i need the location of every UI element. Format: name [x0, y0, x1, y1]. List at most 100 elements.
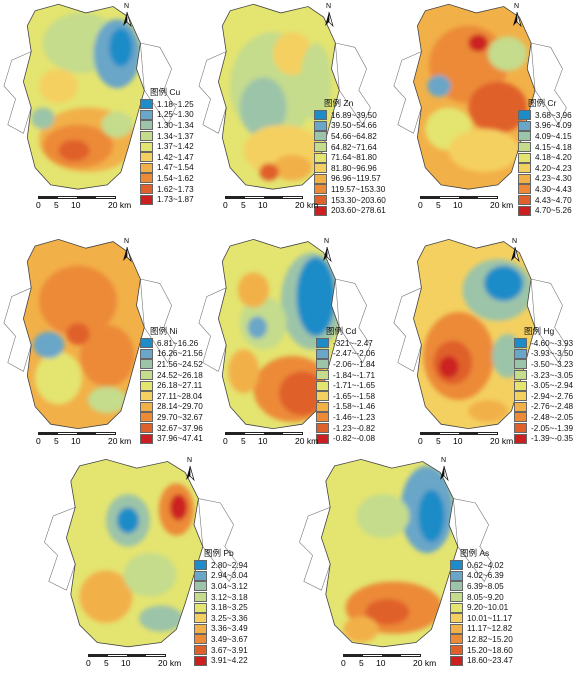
north-arrow-icon: N: [437, 457, 451, 482]
legend-row: 3.25~3.36: [194, 613, 248, 624]
legend-range-label: -321~-2.47: [333, 338, 373, 348]
scale-label: 5: [241, 200, 246, 210]
neighbor-boundary: [140, 42, 176, 126]
north-arrow-icon: N: [183, 457, 197, 482]
map-panel-cu: [0, 0, 195, 215]
legend-element: Cu: [167, 87, 181, 97]
legend-word: 图例: [528, 98, 546, 108]
legend-zn: 图例 Zn 16.89~39.50 39.50~54.66 54.66~64.82 64…: [314, 97, 386, 216]
legend-word: 图例: [326, 326, 344, 336]
legend-range-label: 3.04~3.12: [211, 581, 248, 591]
legend-swatch: [514, 391, 527, 402]
concentration-zone: [278, 371, 326, 416]
legend-range-label: 4.15~4.18: [535, 142, 572, 152]
scale-bar-graphic: [225, 432, 303, 435]
legend-swatch: [314, 131, 327, 142]
legend-row: -1.23~-0.82: [316, 423, 375, 434]
legend-row: 2.80~2.94: [194, 560, 248, 571]
legend-swatch: [314, 120, 327, 131]
legend-swatch: [314, 195, 327, 206]
legend-row: 4.02~6.39: [450, 570, 513, 582]
legend-range-label: 8.05~9.20: [467, 592, 504, 602]
concentration-zone: [109, 27, 133, 67]
concentration-zone: [33, 331, 65, 359]
concentration-zone: [448, 129, 520, 172]
scale-label: 20 km: [295, 200, 319, 210]
scale-label: 10: [71, 200, 81, 210]
legend-swatch: [518, 173, 531, 184]
legend-range-label: 1.37~1.42: [157, 142, 194, 152]
legend-range-label: 26.18~27.11: [157, 381, 203, 391]
legend-ni: 图例 Ni 6.81~16.26 16.26~21.56 21.56~24.52 24.…: [140, 325, 203, 444]
legend-swatch: [514, 359, 527, 370]
legend-range-label: 1.30~1.34: [157, 120, 194, 130]
legend-row: 26.18~27.11: [140, 380, 203, 391]
legend-row: 4.09~4.15: [518, 131, 572, 142]
legend-row: 1.30~1.34: [140, 120, 194, 131]
scale-label: 20 km: [413, 658, 437, 668]
legend-element: Cr: [545, 98, 557, 108]
legend-swatch: [314, 205, 327, 216]
neighbor-boundary: [530, 278, 567, 364]
legend-range-label: 32.67~37.96: [157, 423, 203, 433]
map-panel-pb: [40, 455, 260, 673]
legend-swatch: [140, 412, 153, 423]
legend-row: -2.76~-2.48: [514, 401, 573, 413]
legend-row: 0.62~4.02: [450, 560, 513, 571]
legend-row: 203.60~278.61: [314, 205, 386, 216]
legend-row: 3.18~3.25: [194, 602, 248, 613]
legend-row: -3.05~-2.94: [514, 380, 573, 391]
study-area-boundary: [217, 238, 340, 430]
legend-row: 29.70~32.67: [140, 412, 203, 423]
scale-label: 0: [86, 658, 91, 668]
legend-swatch: [518, 163, 531, 174]
legend-swatch: [314, 184, 327, 195]
legend-swatch: [450, 634, 463, 645]
legend-range-label: 1.54~1.62: [157, 173, 194, 183]
concentration-zone: [247, 316, 268, 339]
scale-label: 0: [36, 200, 41, 210]
legend-word: 图例: [150, 326, 168, 336]
legend-swatch: [140, 370, 153, 381]
legend-range-label: 12.82~15.20: [467, 634, 513, 644]
concentration-zone: [58, 139, 90, 162]
legend-swatch: [314, 110, 327, 121]
legend-range-label: 71.64~81.80: [331, 153, 377, 163]
legend-range-label: 203.60~278.61: [331, 206, 386, 216]
legend-swatch: [140, 423, 153, 434]
legend-range-label: -1.58~-1.46: [333, 402, 376, 412]
legend-range-label: 39.50~54.66: [331, 121, 377, 131]
concentration-zone: [35, 351, 82, 405]
legend-row: -2.48~-2.05: [514, 412, 573, 423]
neighbor-boundary: [393, 51, 422, 134]
scale-bar-graphic: [38, 432, 116, 435]
legend-swatch: [314, 152, 327, 163]
legend-range-label: 18.60~23.47: [467, 656, 513, 666]
legend-word: 图例: [524, 326, 542, 336]
legend-swatch: [450, 613, 463, 624]
scale-bar-graphic: [225, 196, 303, 199]
map-cd: [198, 238, 371, 430]
study-area-boundary: [65, 458, 204, 648]
scale-label: 10: [376, 658, 386, 668]
legend-range-label: 119.57~153.30: [331, 184, 386, 194]
legend-range-label: 54.66~64.82: [331, 131, 377, 141]
scale-bar-graphic: [38, 196, 116, 199]
neighbor-boundary: [198, 51, 227, 134]
legend-swatch: [518, 110, 531, 121]
legend-range-label: 3.12~3.18: [211, 592, 248, 602]
legend-range-label: 4.18~4.20: [535, 153, 572, 163]
legend-range-label: 3.18~3.25: [211, 603, 248, 613]
scale-label: 20 km: [108, 200, 132, 210]
scale-label: 0: [418, 436, 423, 446]
scale-bar-graphic: [88, 654, 166, 657]
legend-row: 39.50~54.66: [314, 120, 386, 132]
scale-label: 5: [54, 436, 59, 446]
legend-range-label: 37.96~47.41: [157, 434, 203, 444]
study-area-boundary: [22, 3, 145, 190]
legend-row: 6.81~16.26: [140, 338, 203, 349]
legend-swatch: [140, 99, 153, 110]
legend-swatch: [194, 602, 207, 613]
legend-range-label: 10.01~11.17: [467, 613, 513, 623]
legend-title: 图例 As: [460, 547, 513, 559]
